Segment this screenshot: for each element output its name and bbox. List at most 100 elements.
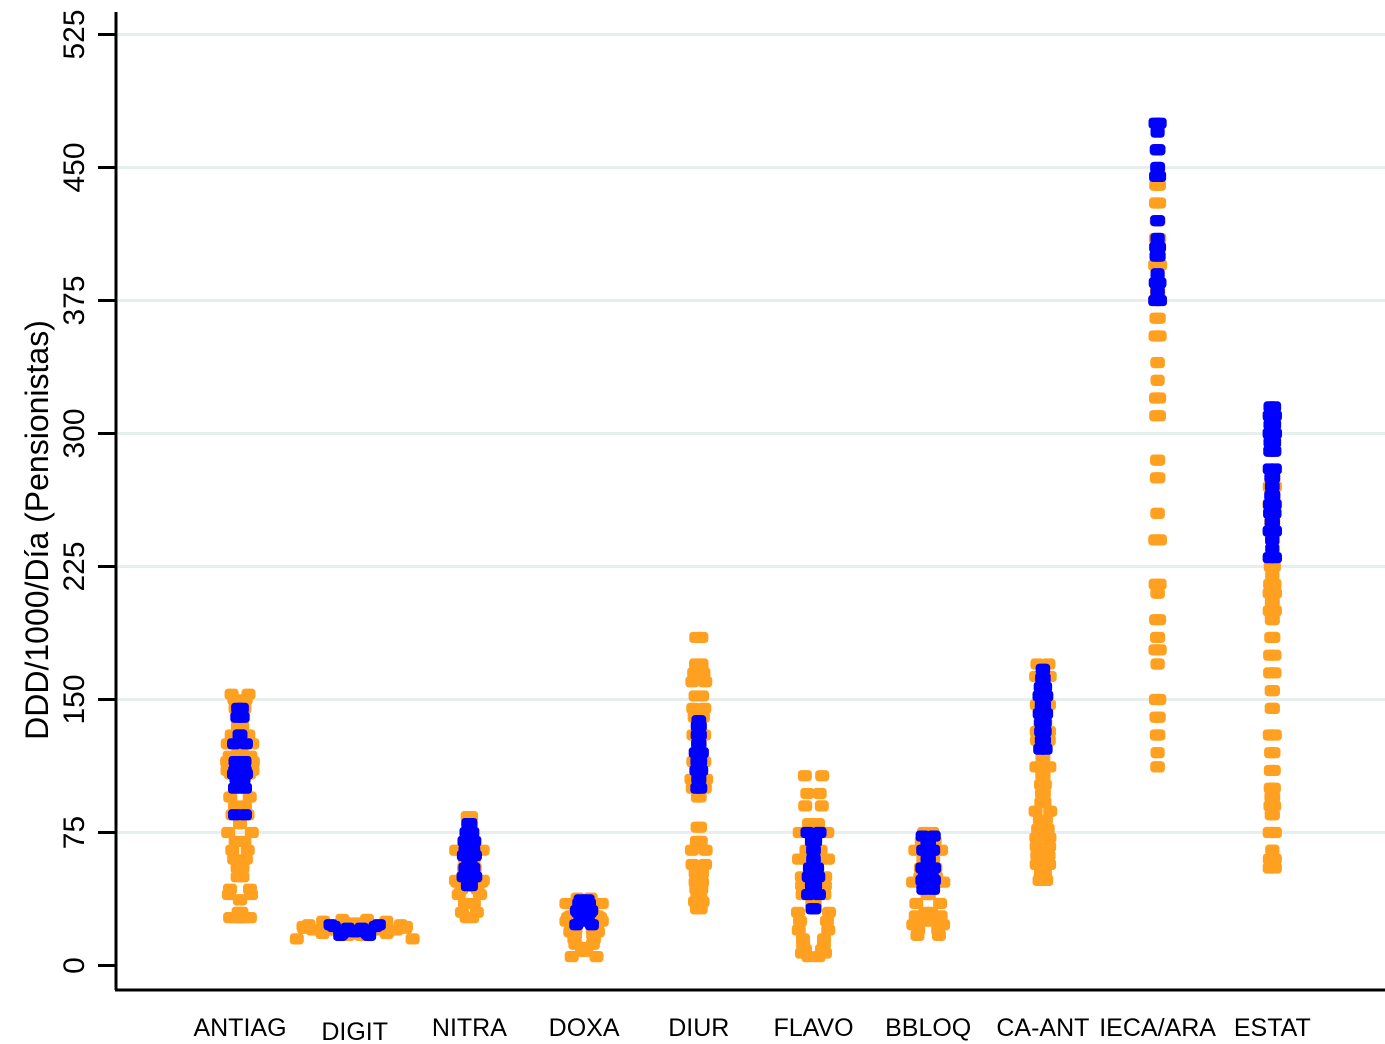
orange-point bbox=[1149, 614, 1164, 626]
x-tick-label: NITRA bbox=[432, 1014, 507, 1042]
blue-point bbox=[458, 862, 473, 874]
orange-point bbox=[689, 631, 704, 644]
blue-point bbox=[694, 764, 709, 777]
orange-point bbox=[235, 862, 250, 874]
orange-point bbox=[793, 915, 808, 927]
blue-point bbox=[921, 853, 936, 865]
orange-point bbox=[234, 906, 249, 918]
blue-point bbox=[1150, 161, 1165, 174]
orange-point bbox=[1262, 605, 1277, 617]
blue-point bbox=[467, 835, 482, 847]
blue-point bbox=[461, 818, 476, 830]
blue-point bbox=[238, 738, 253, 750]
blue-point bbox=[1265, 543, 1280, 555]
blue-point bbox=[1153, 294, 1168, 307]
blue-point bbox=[808, 880, 823, 892]
blue-point bbox=[234, 702, 249, 714]
x-tick-label: FLAVO bbox=[773, 1014, 853, 1042]
x-tick-label: ANTIAG bbox=[193, 1014, 286, 1042]
blue-point bbox=[323, 919, 338, 931]
orange-point bbox=[1265, 685, 1280, 697]
blue-point bbox=[915, 862, 930, 874]
orange-point bbox=[690, 821, 705, 833]
y-tick-label: 300 bbox=[58, 408, 91, 458]
orange-point bbox=[1150, 356, 1165, 369]
blue-point bbox=[800, 826, 815, 839]
orange-point bbox=[1148, 330, 1163, 342]
orange-point bbox=[1148, 644, 1163, 656]
blue-point bbox=[1263, 419, 1278, 431]
orange-point bbox=[594, 897, 609, 910]
orange-point bbox=[1267, 800, 1282, 812]
orange-point bbox=[240, 844, 255, 856]
blue-point bbox=[801, 871, 816, 883]
orange-point bbox=[454, 906, 469, 918]
y-ticks: 0 75 150 225 300 375 450 525 bbox=[58, 9, 116, 974]
orange-point bbox=[815, 770, 830, 782]
y-tick-label: 75 bbox=[58, 816, 91, 849]
orange-point bbox=[689, 658, 704, 670]
orange-point bbox=[816, 933, 831, 945]
orange-point bbox=[1042, 841, 1057, 853]
orange-point bbox=[698, 844, 713, 856]
x-ticks: ANTIAG DIGIT NITRA DOXA DIUR FLAVO BBLOQ CA-ANT… bbox=[193, 1014, 1310, 1044]
blue-point bbox=[459, 826, 474, 839]
orange-point bbox=[242, 791, 257, 803]
blue-point bbox=[354, 922, 369, 934]
blue-point bbox=[227, 738, 242, 750]
orange-point bbox=[235, 720, 250, 732]
blue-point bbox=[691, 738, 706, 750]
blue-point bbox=[1265, 534, 1280, 546]
blue-point bbox=[1037, 699, 1052, 711]
orange-point bbox=[1148, 534, 1163, 546]
orange-point bbox=[224, 688, 239, 700]
blue-point bbox=[1266, 489, 1281, 502]
orange-point bbox=[1151, 179, 1166, 191]
orange-point bbox=[1265, 844, 1280, 856]
x-tick-label: DOXA bbox=[549, 1014, 620, 1042]
orange-point bbox=[232, 894, 247, 906]
blue-point bbox=[466, 844, 481, 856]
orange-point bbox=[1028, 805, 1043, 817]
blue-point bbox=[1151, 250, 1166, 262]
blue-point bbox=[688, 747, 703, 759]
orange-point bbox=[234, 747, 249, 759]
orange-point bbox=[936, 919, 951, 931]
orange-point bbox=[800, 787, 815, 800]
orange-point bbox=[1148, 392, 1163, 404]
blue-point bbox=[811, 888, 826, 901]
orange-point bbox=[696, 667, 711, 679]
orange-point bbox=[244, 826, 259, 839]
blue-point bbox=[1264, 516, 1279, 528]
blue-point bbox=[228, 755, 243, 768]
orange-point bbox=[1038, 814, 1053, 826]
blue-point bbox=[1037, 725, 1052, 738]
orange-point bbox=[393, 919, 408, 931]
orange-point bbox=[1267, 578, 1282, 590]
blue-point bbox=[691, 715, 706, 727]
orange-point bbox=[1267, 649, 1282, 661]
blue-point bbox=[1150, 215, 1165, 227]
orange-point bbox=[797, 770, 812, 782]
blue-point bbox=[1267, 498, 1282, 511]
orange-point bbox=[1150, 374, 1165, 386]
blue-point bbox=[1152, 241, 1167, 253]
orange-point bbox=[1029, 858, 1044, 871]
blue-point bbox=[1268, 427, 1283, 440]
orange-point bbox=[695, 690, 710, 702]
blue-point bbox=[1033, 743, 1048, 755]
blue-point bbox=[228, 809, 243, 821]
orange-point bbox=[791, 924, 806, 936]
blue-point bbox=[235, 711, 250, 723]
orange-point bbox=[686, 702, 701, 714]
orange-point bbox=[933, 897, 948, 910]
blue-point bbox=[1150, 286, 1165, 298]
blue-point bbox=[371, 919, 386, 931]
orange-point bbox=[791, 853, 806, 865]
blue-point bbox=[232, 729, 247, 741]
orange-point bbox=[685, 676, 700, 688]
data-points bbox=[220, 117, 1283, 963]
orange-point bbox=[1037, 867, 1052, 879]
orange-point bbox=[698, 676, 713, 688]
